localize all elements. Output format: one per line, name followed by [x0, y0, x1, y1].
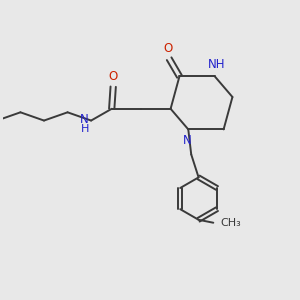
Text: O: O	[109, 70, 118, 83]
Text: N: N	[80, 112, 88, 126]
Text: H: H	[81, 124, 90, 134]
Text: NH: NH	[208, 58, 225, 71]
Text: O: O	[163, 42, 172, 55]
Text: CH₃: CH₃	[221, 218, 242, 228]
Text: N: N	[183, 134, 192, 147]
